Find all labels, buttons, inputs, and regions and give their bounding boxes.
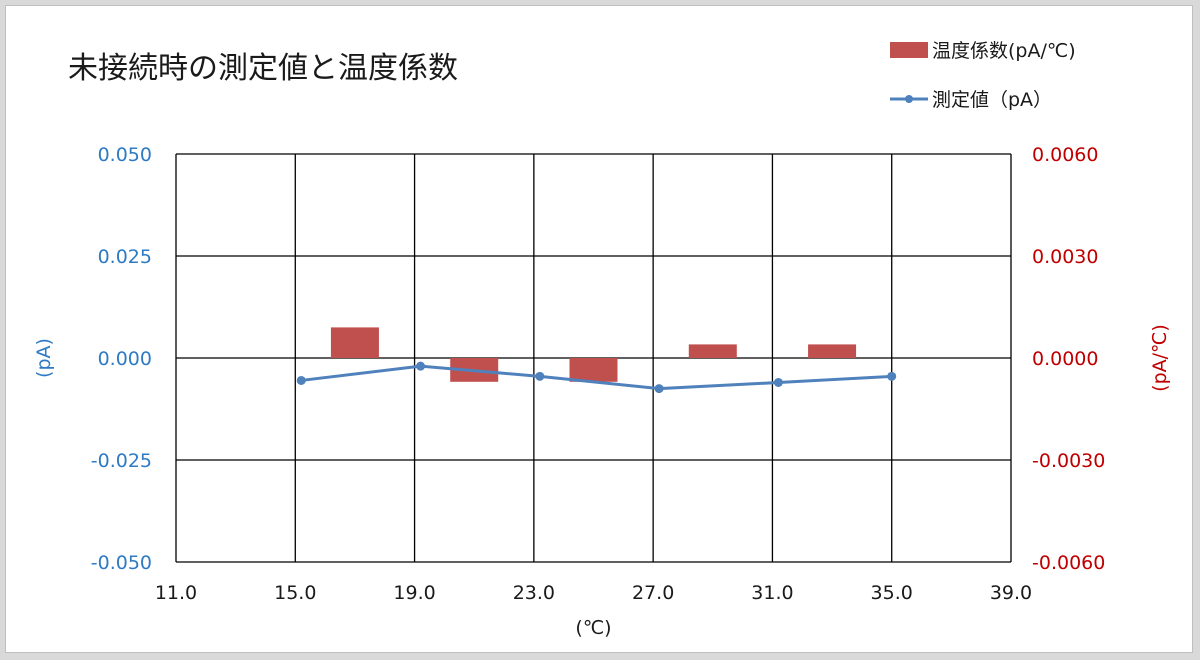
tick-labels: 11.0 15.0 19.0 23.0 27.0 31.0 35.0 39.0 0.050 0.0… xyxy=(91,144,1106,604)
legend-bar-label: 温度係数(pA/℃) xyxy=(932,40,1076,62)
temperature-coefficient-bar xyxy=(330,327,379,358)
y-left-tick-label: -0.025 xyxy=(91,450,152,472)
x-tick-label: 15.0 xyxy=(274,582,316,604)
bar-series xyxy=(330,327,857,382)
legend: 温度係数(pA/℃) 測定値（pA） xyxy=(890,40,1076,111)
measured-value-point xyxy=(535,371,545,381)
temperature-coefficient-bar xyxy=(808,344,857,358)
grid xyxy=(175,153,1012,563)
chart-title: 未接続時の測定値と温度係数 xyxy=(68,51,458,86)
x-tick-label: 39.0 xyxy=(990,582,1032,604)
y-right-tick-label: 0.0030 xyxy=(1032,246,1098,268)
y-left-tick-label: 0.025 xyxy=(98,246,152,268)
x-tick-label: 27.0 xyxy=(632,582,674,604)
legend-bar-swatch xyxy=(890,42,928,58)
x-axis-title: (℃) xyxy=(575,617,611,639)
legend-line-label: 測定値（pA） xyxy=(932,89,1052,111)
y-right-tick-label: -0.0030 xyxy=(1032,450,1105,472)
legend-line-marker xyxy=(905,95,913,103)
y-axis-right-title: (pA/℃) xyxy=(1149,324,1171,392)
x-tick-label: 11.0 xyxy=(155,582,197,604)
measured-value-line xyxy=(301,364,892,391)
chart: 未接続時の測定値と温度係数 温度係数(pA/℃) 測定値（pA） 11.0 15.… xyxy=(33,40,1171,639)
measured-value-point xyxy=(416,361,426,371)
line-series xyxy=(296,361,897,394)
y-left-tick-label: 0.050 xyxy=(98,144,152,166)
y-axis-left-title: (pA) xyxy=(33,338,55,378)
temperature-coefficient-bar xyxy=(569,358,618,382)
measured-value-point xyxy=(654,384,664,394)
y-left-tick-label: -0.050 xyxy=(91,552,152,574)
y-right-tick-label: 0.0060 xyxy=(1032,144,1098,166)
measured-value-point xyxy=(887,371,897,381)
x-tick-label: 35.0 xyxy=(871,582,913,604)
measured-value-point xyxy=(773,377,783,387)
x-tick-label: 31.0 xyxy=(751,582,793,604)
temperature-coefficient-bar xyxy=(688,344,737,358)
y-right-tick-label: -0.0060 xyxy=(1032,552,1105,574)
x-tick-label: 23.0 xyxy=(513,582,555,604)
measured-value-point xyxy=(296,375,306,385)
y-right-tick-label: 0.0000 xyxy=(1032,348,1098,370)
y-left-tick-label: 0.000 xyxy=(98,348,152,370)
chart-frame: 未接続時の測定値と温度係数 温度係数(pA/℃) 測定値（pA） 11.0 15.… xyxy=(5,5,1193,653)
x-tick-label: 19.0 xyxy=(393,582,435,604)
